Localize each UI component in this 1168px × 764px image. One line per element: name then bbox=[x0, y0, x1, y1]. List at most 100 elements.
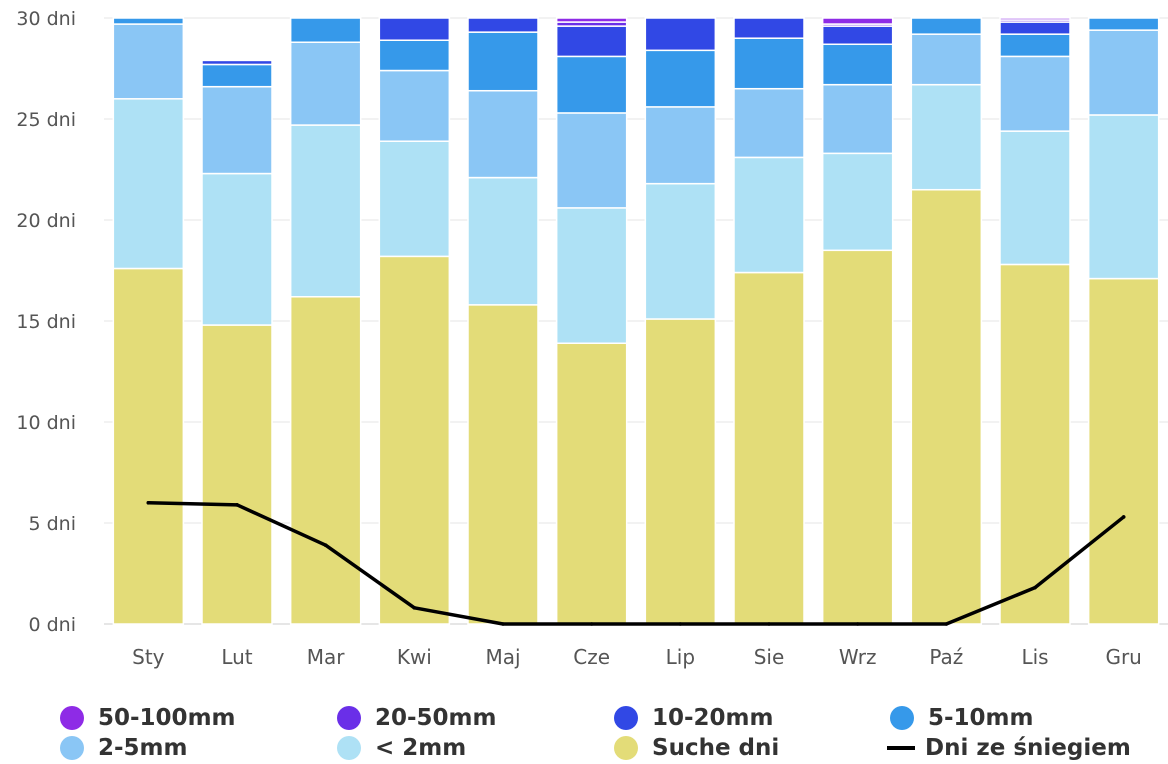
bar-segment[interactable] bbox=[1087, 114, 1160, 280]
bar-segment[interactable] bbox=[821, 17, 894, 25]
y-tick-label: 0 dni bbox=[28, 614, 76, 636]
legend-swatch bbox=[60, 736, 84, 760]
snow-days-line-path[interactable] bbox=[146, 501, 1126, 626]
bar-segment[interactable] bbox=[201, 59, 273, 66]
snow-days-point[interactable] bbox=[1033, 585, 1037, 590]
snow-days-point[interactable] bbox=[855, 622, 860, 626]
bar-segment[interactable] bbox=[821, 152, 894, 252]
bar-segment[interactable] bbox=[1087, 17, 1160, 31]
bar-segment[interactable] bbox=[378, 140, 451, 258]
bar-segment[interactable] bbox=[644, 49, 717, 108]
snow-days-point[interactable] bbox=[1121, 515, 1126, 519]
bar-segment[interactable] bbox=[999, 55, 1071, 132]
bar-segment[interactable] bbox=[644, 106, 717, 185]
legend-label: 50-100mm bbox=[98, 705, 236, 731]
y-tick-label: 25 dni bbox=[16, 109, 76, 131]
legend-swatch bbox=[614, 736, 638, 760]
bar-segment[interactable] bbox=[112, 267, 185, 625]
snow-days-point[interactable] bbox=[944, 622, 949, 626]
bar-segment[interactable] bbox=[378, 39, 451, 72]
bar-segment[interactable] bbox=[378, 69, 451, 142]
bar-segment[interactable] bbox=[467, 31, 539, 92]
stacked-bar-chart: 0 dni 5 dni 10 dni 15 dni 20 dni 25 dni 30 dni… bbox=[16, 8, 1168, 669]
snow-days-point[interactable] bbox=[589, 622, 594, 626]
legend-item-5-10mm[interactable]: 5-10mm bbox=[890, 704, 1034, 732]
snow-days-point[interactable] bbox=[235, 503, 239, 507]
snow-days-point[interactable] bbox=[323, 543, 328, 548]
bar-segment[interactable] bbox=[910, 17, 983, 35]
x-tick-label: Gru bbox=[1105, 645, 1141, 669]
bar-segment[interactable] bbox=[733, 17, 805, 39]
legend-item-20-50mm[interactable]: 20-50mm bbox=[337, 704, 497, 732]
bar-segment[interactable] bbox=[201, 63, 273, 88]
x-tick-label: Lut bbox=[221, 645, 252, 669]
bar-segment[interactable] bbox=[1087, 277, 1160, 625]
bar-stacks bbox=[112, 17, 1160, 625]
bar-segment[interactable] bbox=[733, 37, 805, 90]
legend-item-50-100mm[interactable]: 50-100mm bbox=[60, 704, 236, 732]
bar-segment[interactable] bbox=[999, 130, 1071, 266]
snow-days-point[interactable] bbox=[501, 622, 505, 626]
bar-segment[interactable] bbox=[467, 176, 539, 306]
legend-item-lt-2mm[interactable]: < 2mm bbox=[337, 734, 466, 762]
legend-swatch bbox=[614, 706, 638, 730]
legend-item-dni-ze-sniegiem[interactable]: Dni ze śniegiem bbox=[887, 734, 1131, 762]
bar-segment[interactable] bbox=[378, 255, 451, 625]
bar-segment[interactable] bbox=[910, 33, 983, 86]
bar-segment[interactable] bbox=[644, 17, 717, 52]
bar-segment[interactable] bbox=[555, 17, 628, 23]
bar-segment[interactable] bbox=[112, 23, 185, 100]
bar-segment[interactable] bbox=[733, 271, 805, 625]
legend-item-2-5mm[interactable]: 2-5mm bbox=[60, 734, 187, 762]
bar-segment[interactable] bbox=[555, 25, 628, 58]
bar-segment[interactable] bbox=[644, 318, 717, 625]
bar-segment[interactable] bbox=[999, 263, 1071, 625]
bar-segment[interactable] bbox=[201, 85, 273, 175]
x-axis: Sty Lut Mar Kwi Maj Cze Lip Sie Wrz Paź Lis Gru bbox=[132, 645, 1142, 669]
bar-segment[interactable] bbox=[289, 296, 362, 625]
bar-segment[interactable] bbox=[555, 342, 628, 625]
bar-segment[interactable] bbox=[378, 17, 451, 41]
legend-label: 20-50mm bbox=[375, 705, 497, 731]
bar-segment[interactable] bbox=[733, 87, 805, 159]
bar-segment[interactable] bbox=[289, 17, 362, 43]
snow-days-point[interactable] bbox=[678, 622, 683, 626]
bar-segment[interactable] bbox=[821, 25, 894, 46]
bar-segment[interactable] bbox=[201, 172, 273, 326]
bar-segment[interactable] bbox=[821, 249, 894, 625]
legend-label: 5-10mm bbox=[928, 705, 1034, 731]
bar-segment[interactable] bbox=[821, 43, 894, 86]
bar-segment[interactable] bbox=[467, 304, 539, 625]
bar-segment[interactable] bbox=[555, 207, 628, 344]
bar-segment[interactable] bbox=[467, 17, 539, 33]
bar-segment[interactable] bbox=[821, 83, 894, 155]
snow-days-point[interactable] bbox=[146, 501, 151, 505]
bar-segment[interactable] bbox=[1087, 29, 1160, 116]
x-tick-label: Sie bbox=[754, 645, 785, 669]
snow-days-point[interactable] bbox=[412, 606, 417, 610]
legend-item-10-20mm[interactable]: 10-20mm bbox=[614, 704, 774, 732]
x-tick-label: Sty bbox=[132, 645, 165, 669]
bar-segment[interactable] bbox=[910, 188, 983, 625]
bar-segment[interactable] bbox=[112, 98, 185, 270]
bar-segment[interactable] bbox=[999, 33, 1071, 58]
bar-segment[interactable] bbox=[289, 124, 362, 298]
bar-segment[interactable] bbox=[999, 21, 1071, 35]
bar-segment[interactable] bbox=[467, 89, 539, 179]
bar-segment[interactable] bbox=[555, 55, 628, 114]
x-tick-label: Lip bbox=[666, 645, 695, 669]
legend: 50-100mm 20-50mm 10-20mm 5-10mm 2-5mm < … bbox=[0, 700, 1168, 764]
bar-segment[interactable] bbox=[644, 182, 717, 320]
bar-segment[interactable] bbox=[555, 112, 628, 209]
bar-segment[interactable] bbox=[910, 83, 983, 191]
bar-segment[interactable] bbox=[112, 17, 185, 25]
bar-segment[interactable] bbox=[201, 324, 273, 625]
snow-days-point[interactable] bbox=[767, 622, 771, 626]
legend-label: 10-20mm bbox=[652, 705, 774, 731]
bar-segment[interactable] bbox=[733, 156, 805, 274]
bar-segment[interactable] bbox=[289, 41, 362, 126]
y-axis: 0 dni 5 dni 10 dni 15 dni 20 dni 25 dni 30 dni bbox=[16, 8, 76, 636]
legend-item-suche-dni[interactable]: Suche dni bbox=[614, 734, 779, 762]
x-tick-label: Wrz bbox=[839, 645, 877, 669]
bar-segment[interactable] bbox=[999, 17, 1071, 21]
